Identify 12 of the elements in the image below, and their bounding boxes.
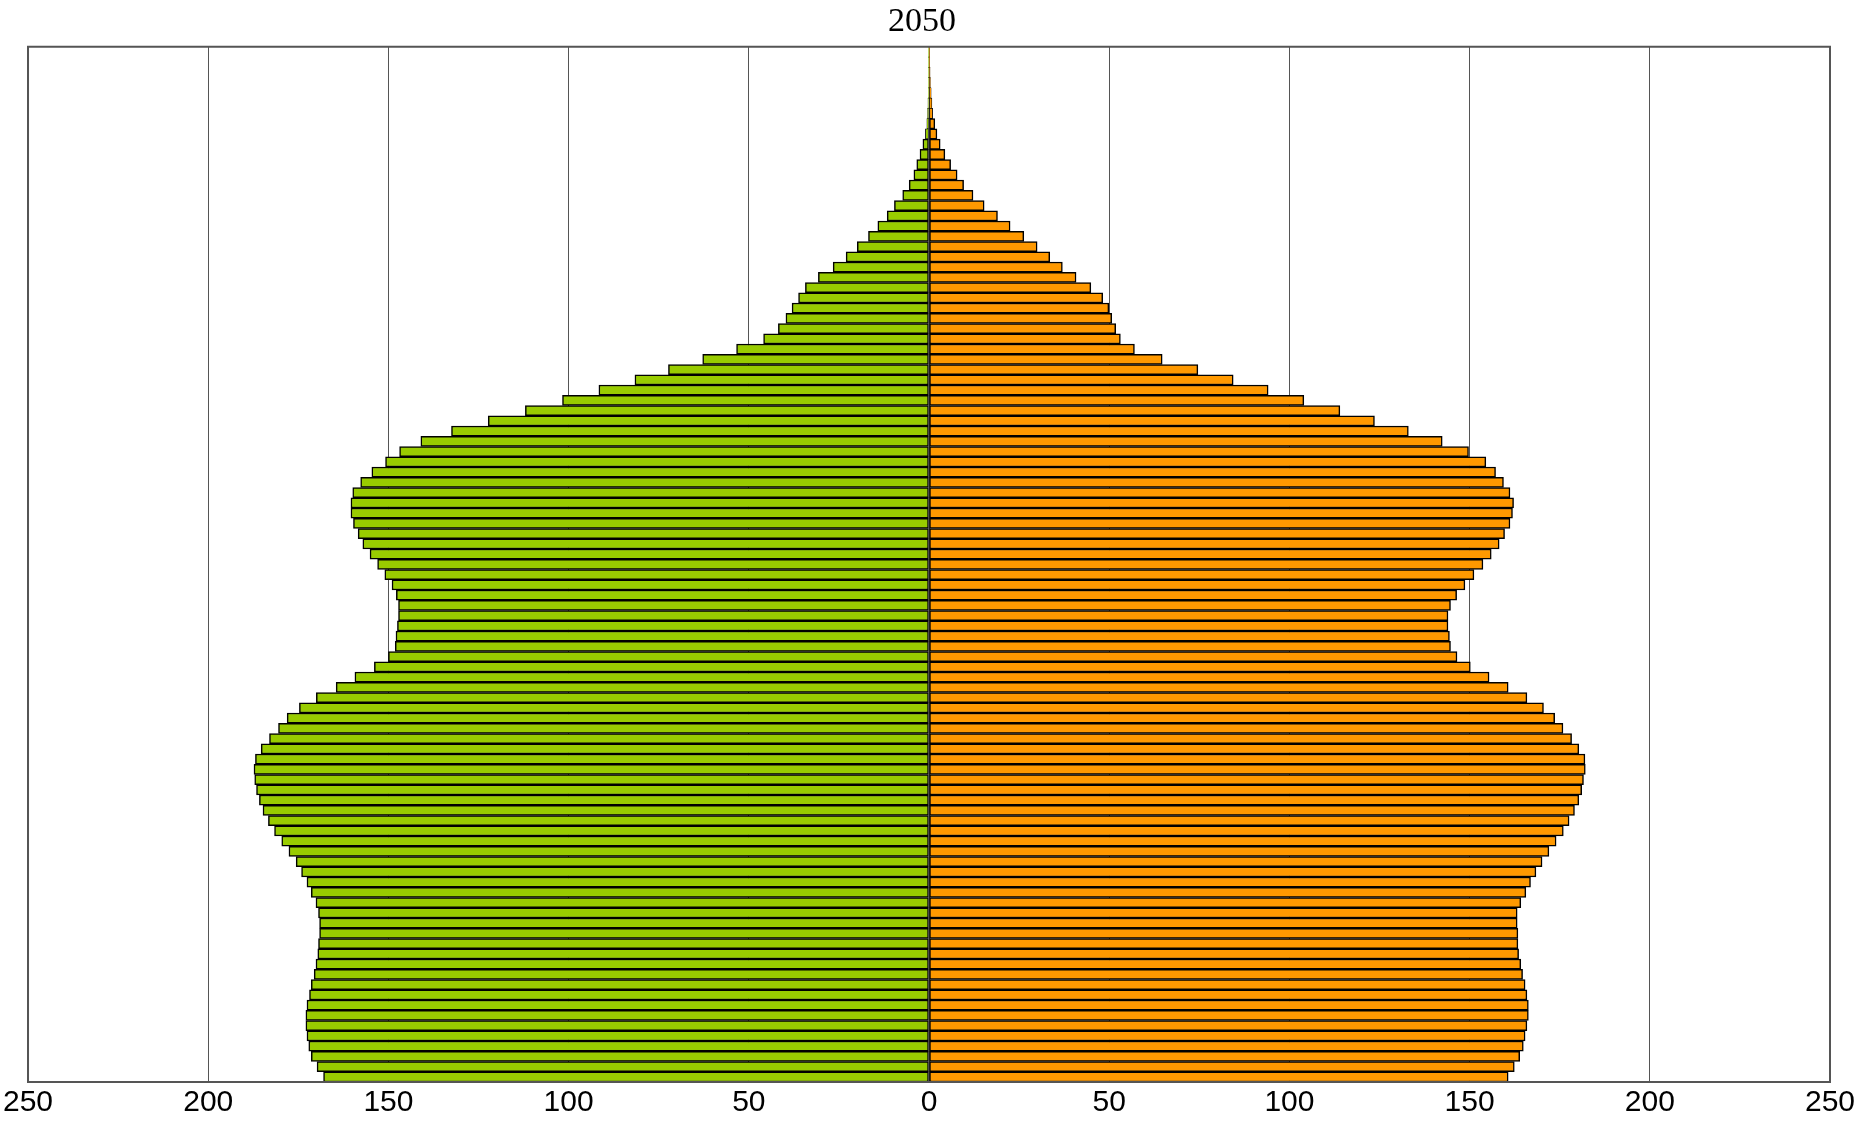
x-tick-label: 100	[543, 1084, 594, 1118]
x-tick-label: 100	[1264, 1084, 1315, 1118]
x-tick-label: 250	[1804, 1084, 1856, 1118]
x-tick-label: 0	[920, 1084, 938, 1118]
x-tick-label: 200	[183, 1084, 234, 1118]
x-tick-label: 200	[1624, 1084, 1675, 1118]
x-tick-label: 150	[363, 1084, 414, 1118]
x-tick-label: 50	[732, 1084, 766, 1118]
x-tick-label: 150	[1444, 1084, 1495, 1118]
chart-title: 2050	[888, 1, 956, 39]
x-tick-label: 50	[1092, 1084, 1126, 1118]
x-tick-label: 250	[3, 1084, 54, 1118]
